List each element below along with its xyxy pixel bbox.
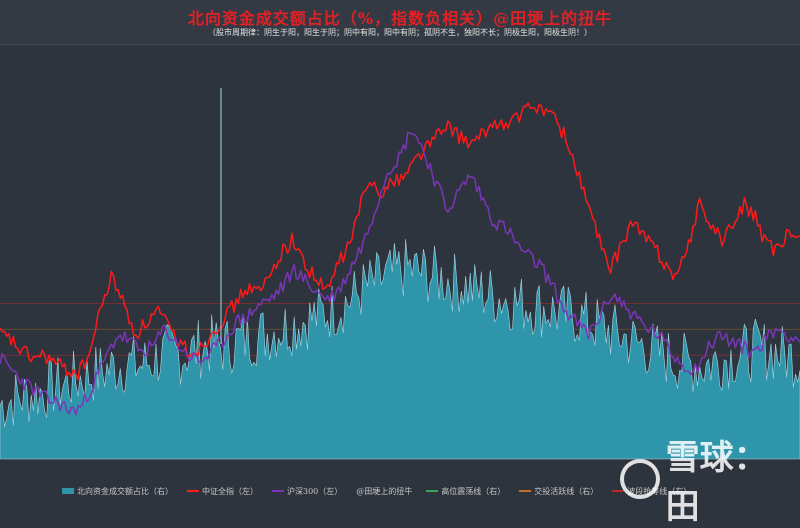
legend-label: 波段抢筹线（右） bbox=[627, 486, 692, 496]
legend-item-4: @田埂上的扭牛 bbox=[356, 486, 412, 497]
legend-swatch bbox=[187, 490, 199, 492]
legend-item-2: 中证全指（左） bbox=[187, 486, 258, 497]
legend-swatch bbox=[612, 490, 625, 492]
legend-item-1: 北向资金成交额占比（右） bbox=[62, 486, 173, 497]
watermark: 雪球：田 bbox=[620, 430, 800, 528]
legend-item-6: 交投活跃线（右） bbox=[519, 486, 598, 497]
legend-label: 高位震荡线（右） bbox=[441, 486, 506, 496]
legend-item-5: 高位震荡线（右） bbox=[426, 486, 505, 497]
legend-swatch bbox=[272, 490, 284, 492]
chart-title: 北向资金成交额占比（%，指数负相关）@田埂上的扭牛 bbox=[187, 9, 613, 28]
legend-swatch bbox=[519, 490, 532, 492]
snowball-logo-icon bbox=[620, 459, 660, 499]
legend-label: 沪深300（左） bbox=[287, 486, 343, 496]
legend-item-7: 波段抢筹线（右） bbox=[612, 486, 691, 497]
series-north-bound-area bbox=[0, 239, 800, 460]
legend-swatch bbox=[426, 490, 439, 492]
legend-label: 交投活跃线（右） bbox=[534, 486, 599, 496]
title-bar: 北向资金成交额占比（%，指数负相关）@田埂上的扭牛 （股市周期律：阴生于阳，阳生… bbox=[0, 0, 800, 45]
legend-label: 北向资金成交额占比（右） bbox=[77, 486, 173, 496]
chart-subtitle: （股市周期律：阴生于阳，阳生于阴；阴中有阳，阳中有阴；孤阴不生，独阳不长；阴极生… bbox=[208, 28, 592, 37]
legend-swatch bbox=[62, 488, 74, 494]
legend-label: 中证全指（左） bbox=[202, 486, 258, 496]
plot-area bbox=[0, 88, 800, 460]
legend-label: @田埂上的扭牛 bbox=[356, 486, 413, 496]
series-csi-all-line bbox=[0, 102, 800, 381]
legend: 北向资金成交额占比（右） 中证全指（左） 沪深300（左） @田埂上的扭牛 高位震荡线（… bbox=[62, 484, 691, 498]
series-csi300-line bbox=[0, 131, 800, 416]
legend-item-3: 沪深300（左） bbox=[272, 486, 342, 497]
watermark-text: 雪球：田 bbox=[665, 438, 768, 527]
